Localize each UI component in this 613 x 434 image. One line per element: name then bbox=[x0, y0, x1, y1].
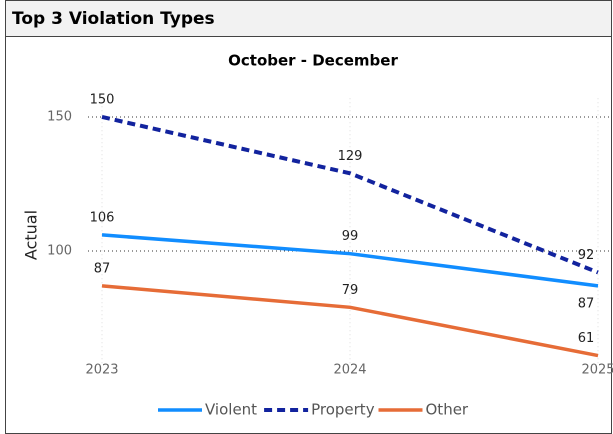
y-axis-label: Actual bbox=[22, 210, 41, 260]
header-bar bbox=[5, 0, 612, 37]
x-tick-label: 2025 bbox=[581, 363, 613, 378]
data-label: 129 bbox=[338, 149, 363, 164]
series-line bbox=[101, 233, 599, 288]
data-label: 79 bbox=[342, 283, 359, 298]
data-label: 106 bbox=[90, 210, 115, 225]
y-tick-label: 150 bbox=[47, 109, 72, 124]
legend-label: Property bbox=[311, 401, 375, 419]
series-line bbox=[101, 284, 599, 358]
data-label: 150 bbox=[90, 92, 115, 107]
data-label: 99 bbox=[342, 229, 359, 244]
data-label: 87 bbox=[94, 261, 111, 276]
data-label: 87 bbox=[578, 296, 595, 311]
x-tick-label: 2024 bbox=[333, 363, 366, 378]
series-line bbox=[101, 115, 599, 275]
header-title: Top 3 Violation Types bbox=[12, 9, 215, 29]
y-tick-label: 100 bbox=[47, 244, 72, 259]
legend-label: Violent bbox=[205, 401, 257, 419]
frame bbox=[5, 0, 612, 434]
legend-label: Other bbox=[426, 401, 469, 419]
data-label: 61 bbox=[578, 331, 595, 346]
data-label: 92 bbox=[578, 248, 595, 263]
x-tick-label: 2023 bbox=[85, 363, 118, 378]
chart-title: October - December bbox=[228, 52, 398, 70]
